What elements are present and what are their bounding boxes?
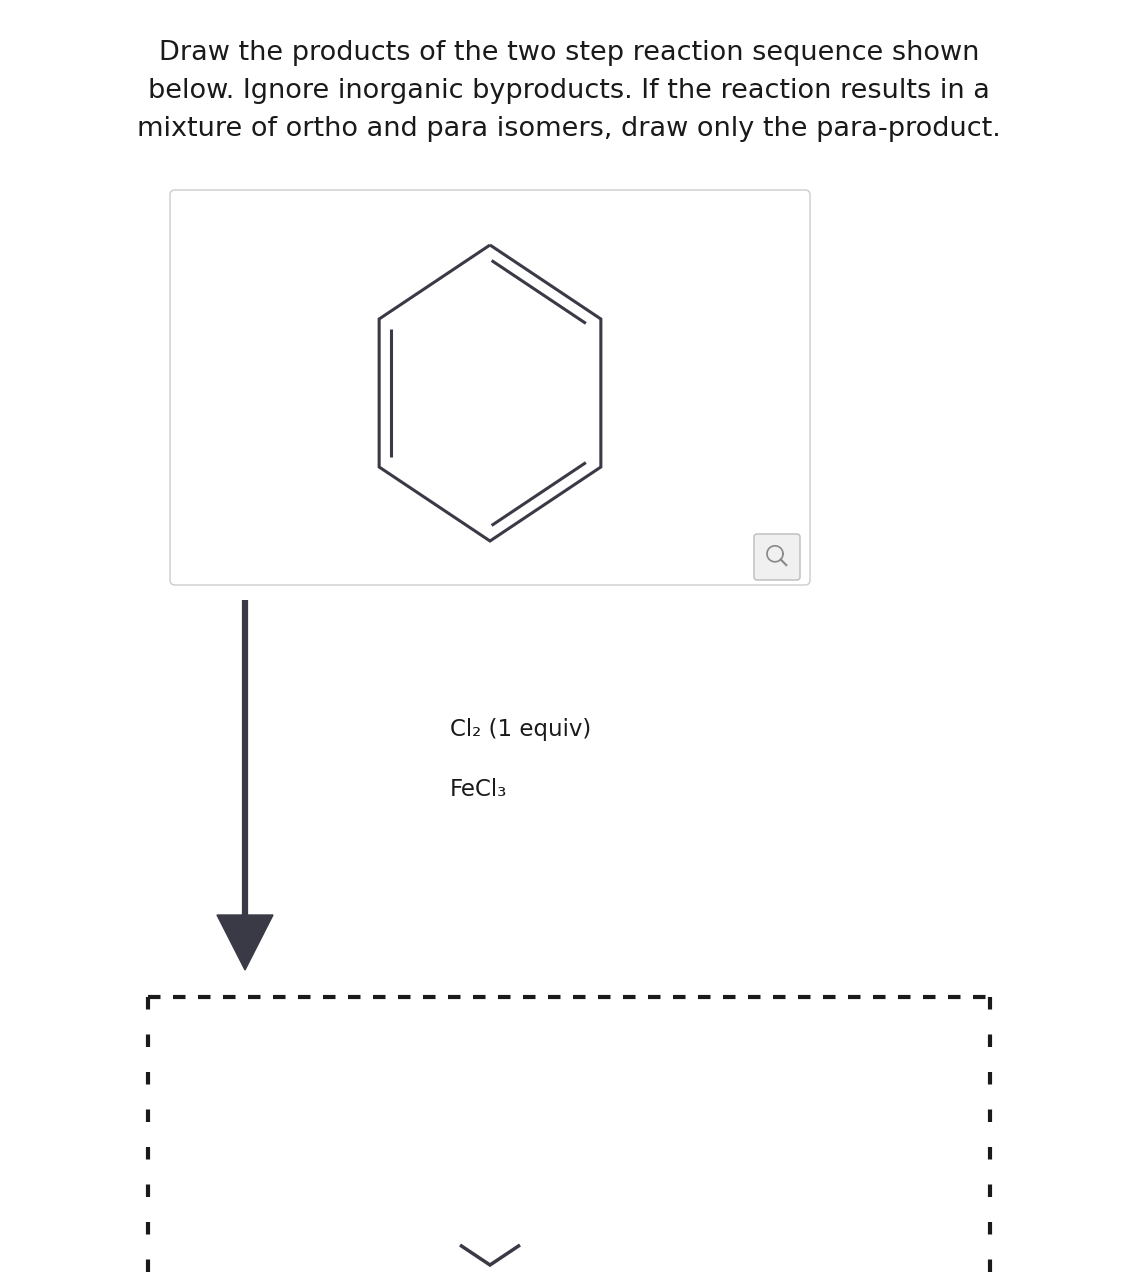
Text: FeCl₃: FeCl₃ — [450, 778, 508, 801]
FancyBboxPatch shape — [754, 534, 800, 580]
Text: mixture of ortho and para isomers, draw only the para-product.: mixture of ortho and para isomers, draw … — [137, 116, 1001, 141]
Text: below. Ignore inorganic byproducts. If the reaction results in a: below. Ignore inorganic byproducts. If t… — [148, 78, 990, 104]
Polygon shape — [217, 916, 273, 970]
FancyBboxPatch shape — [170, 190, 810, 585]
Text: Cl₂ (1 equiv): Cl₂ (1 equiv) — [450, 718, 592, 741]
Text: Draw the products of the two step reaction sequence shown: Draw the products of the two step reacti… — [159, 40, 979, 66]
